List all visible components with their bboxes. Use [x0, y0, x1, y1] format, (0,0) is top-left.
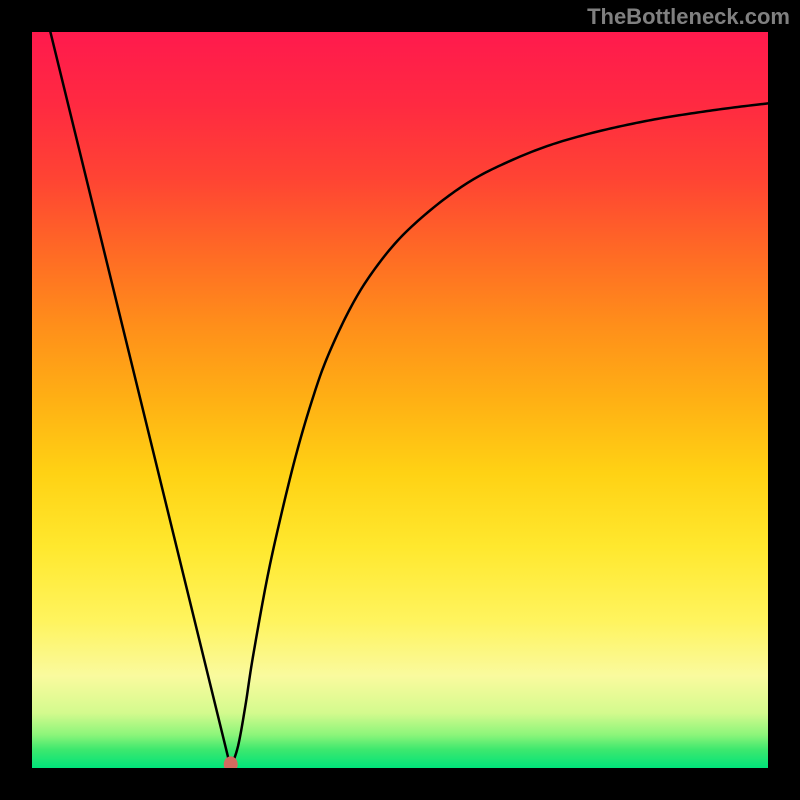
plot-area	[32, 32, 768, 768]
watermark-text: TheBottleneck.com	[587, 4, 790, 30]
chart-container: TheBottleneck.com	[0, 0, 800, 800]
gradient-background	[32, 32, 768, 768]
